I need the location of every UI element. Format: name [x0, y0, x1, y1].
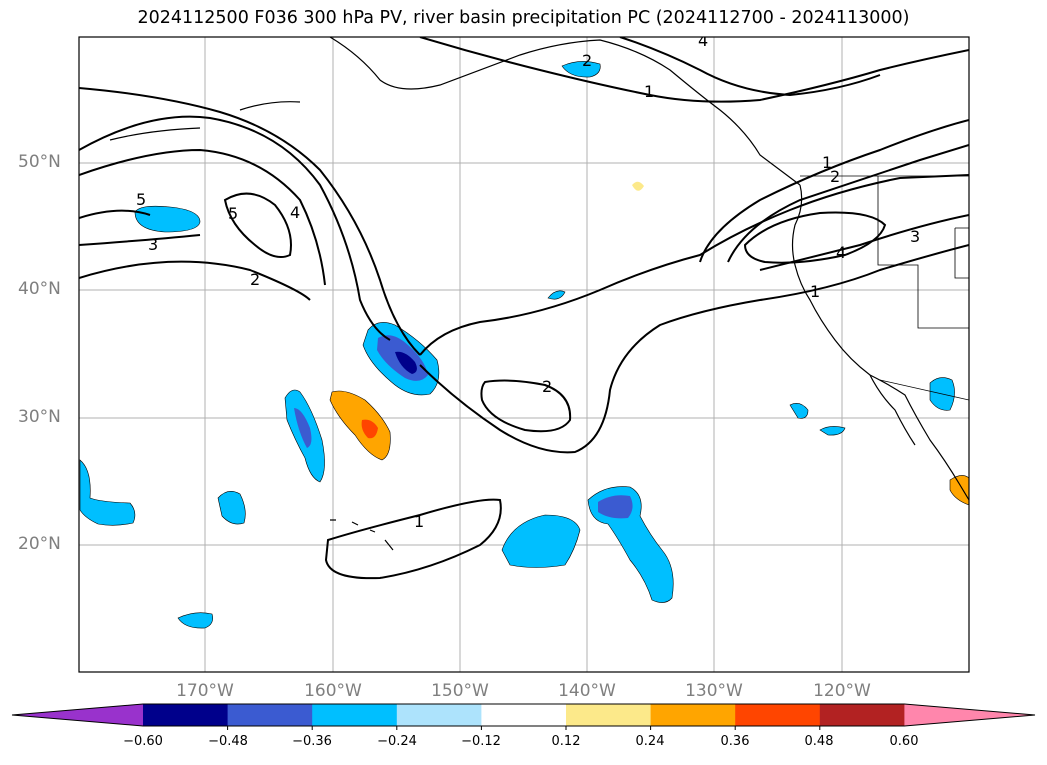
colorbar-segment	[566, 704, 652, 726]
plot-area	[79, 37, 969, 672]
lon-label: 130°W	[685, 681, 743, 701]
pv-contour-ne	[699, 119, 969, 263]
colorbar-segment	[481, 704, 567, 726]
contour-label: 5	[228, 204, 238, 223]
lat-label: 40°N	[18, 279, 61, 299]
colorbar-tick-label: 0.24	[635, 734, 665, 749]
colorbar	[11, 703, 1036, 730]
lon-label: 160°W	[304, 681, 362, 701]
pv-contour-5-loop-west	[223, 192, 292, 258]
alaska-coast	[329, 37, 801, 186]
pv-contour-2-loop	[480, 379, 572, 433]
colorbar-segment	[143, 704, 229, 726]
coastlines	[109, 37, 969, 551]
colorbar-tick-label: 0.36	[720, 734, 750, 749]
pos-region-mexico	[949, 475, 969, 506]
contour-label: 1	[810, 282, 820, 301]
neg-region-nwpac	[134, 205, 201, 233]
lat-label: 30°N	[18, 407, 61, 427]
pv-contours	[79, 37, 969, 580]
contour-label: 4	[290, 203, 300, 222]
contour-label: 2	[542, 377, 552, 396]
contour-label: 1	[644, 82, 654, 101]
colorbar-segment	[227, 704, 313, 726]
lon-label: 150°W	[431, 681, 489, 701]
neg-region-w2	[79, 459, 136, 526]
contour-labels: 2 1 4 5 4 3 2 1 5 4 1 2 3 2 1	[136, 31, 920, 531]
lat-label: 20°N	[18, 534, 61, 554]
colorbar-extend-min	[12, 704, 143, 726]
colorbar-outline	[11, 703, 1036, 727]
lat-label: 50°N	[18, 152, 61, 172]
neg-region-w3	[217, 490, 246, 525]
colorbar-tick-label: −0.60	[123, 734, 163, 749]
baja-coast	[869, 374, 916, 446]
colorbar-tick-label: −0.24	[377, 734, 417, 749]
neg-region-w4	[177, 612, 213, 629]
colorbar-tick-label: 0.48	[804, 734, 834, 749]
contour-label: 4	[836, 243, 846, 262]
colorbar-segment	[735, 704, 821, 726]
contour-label: 1	[414, 512, 424, 531]
contour-label: 2	[582, 51, 592, 70]
na-west-coast	[791, 184, 969, 501]
chart-title: 2024112500 F036 300 hPa PV, river basin …	[137, 8, 910, 28]
contour-label: 2	[830, 167, 840, 186]
neg-region-hawaii-e	[501, 514, 581, 568]
lon-label: 120°W	[813, 681, 871, 701]
colorbar-tick-label: −0.36	[292, 734, 332, 749]
colorbar-segment	[312, 704, 398, 726]
colorbar-tick-label: −0.48	[208, 734, 248, 749]
colorbar-tick-label: 0.12	[551, 734, 581, 749]
colorbar-segment	[650, 704, 736, 726]
hawaii	[330, 519, 394, 551]
pv-contour-5-loop-east	[743, 211, 887, 264]
contour-label: 1	[822, 153, 832, 172]
colorbar-segment	[819, 704, 905, 726]
neg-region-alaska	[561, 61, 601, 78]
lon-label: 140°W	[558, 681, 616, 701]
colorbar-segment	[396, 704, 482, 726]
contour-label: 3	[910, 227, 920, 246]
contour-label: 5	[136, 190, 146, 209]
colorbar-extend-max	[904, 704, 1035, 726]
colorbar-tick-label: −0.12	[461, 734, 501, 749]
plot-frame	[78, 36, 970, 673]
colorbar-tick-label: 0.60	[889, 734, 919, 749]
pos-region-central	[329, 390, 391, 461]
contour-label: 4	[698, 31, 708, 50]
contour-label: 2	[250, 270, 260, 289]
contour-label: 3	[148, 235, 158, 254]
pv-contour-1-hawaii	[324, 498, 502, 580]
lon-label: 170°W	[176, 681, 234, 701]
precip-pc-fill	[79, 61, 969, 629]
